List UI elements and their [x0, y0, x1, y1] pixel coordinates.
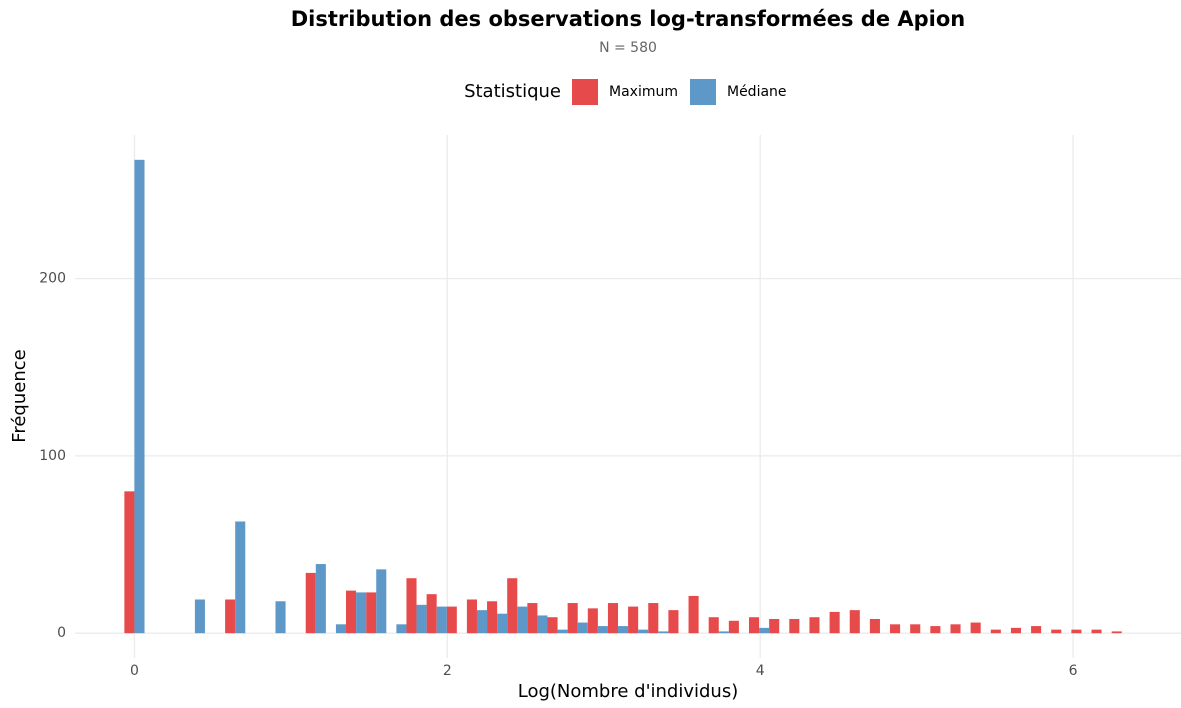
bar	[124, 491, 135, 634]
bar	[517, 606, 528, 634]
bar	[1051, 629, 1062, 634]
bar	[587, 608, 598, 634]
x-axis-label: Log(Nombre d'individus)	[518, 681, 739, 702]
bar	[557, 629, 568, 634]
bar	[628, 606, 639, 634]
bar	[1091, 629, 1102, 634]
bar	[507, 578, 518, 634]
bar	[567, 603, 578, 634]
bar	[658, 631, 669, 634]
x-tick-label: 4	[756, 663, 765, 679]
legend: Maximum Médiane	[572, 79, 787, 105]
bar	[950, 624, 961, 634]
y-axis-label: Fréquence	[9, 349, 30, 442]
bar	[305, 572, 316, 634]
bar	[366, 592, 377, 634]
bar	[607, 603, 619, 634]
bar	[235, 521, 246, 634]
bar	[597, 626, 608, 634]
bar	[527, 603, 538, 634]
chart-title: Distribution des observations log-transf…	[291, 7, 966, 31]
bar	[577, 622, 588, 634]
bar	[537, 615, 548, 634]
bar	[416, 604, 427, 634]
grid: 0 100 200 0 2 4 6	[39, 135, 1181, 679]
legend-swatch	[689, 79, 716, 105]
bars	[124, 159, 1122, 634]
x-tick-label: 2	[443, 663, 452, 679]
bar	[497, 613, 508, 634]
bar	[718, 631, 729, 634]
bar	[446, 606, 457, 634]
bar	[134, 159, 145, 634]
chart-subtitle: N = 580	[599, 40, 657, 56]
bar	[970, 622, 981, 634]
y-tick-label: 100	[39, 448, 66, 464]
bar	[829, 611, 840, 634]
bar	[335, 624, 347, 634]
bar	[869, 618, 880, 634]
y-tick-label: 200	[39, 271, 66, 287]
bar	[436, 606, 447, 634]
bar	[930, 626, 941, 634]
bar	[769, 618, 780, 634]
bar	[748, 617, 760, 634]
bar	[356, 592, 367, 634]
bar	[849, 610, 860, 634]
bar	[990, 629, 1001, 634]
bar	[638, 629, 649, 634]
bar	[466, 599, 477, 634]
bar	[275, 601, 286, 634]
legend-title: Statistique	[464, 81, 561, 102]
legend-label: Maximum	[609, 84, 678, 100]
x-tick-label: 6	[1069, 663, 1078, 679]
bar	[1071, 629, 1082, 634]
bar	[1111, 631, 1122, 634]
bar	[1031, 626, 1042, 634]
bar	[406, 578, 417, 634]
bar	[396, 624, 407, 634]
bar	[910, 624, 921, 634]
bar	[487, 601, 498, 634]
bar	[728, 620, 739, 634]
bar	[194, 599, 205, 634]
bar	[708, 617, 719, 634]
bar	[476, 610, 488, 634]
y-tick-label: 0	[57, 625, 66, 641]
bar	[618, 626, 629, 634]
x-tick-label: 0	[130, 663, 139, 679]
bar	[376, 569, 387, 634]
bar	[759, 627, 770, 634]
bar	[688, 595, 699, 634]
bar	[1010, 627, 1021, 634]
bar	[809, 617, 820, 634]
bar	[890, 624, 901, 634]
bar	[668, 610, 679, 634]
bar	[547, 617, 558, 634]
bar	[225, 599, 236, 634]
bar	[426, 594, 437, 634]
bar	[789, 618, 800, 634]
bar	[315, 564, 326, 634]
legend-swatch	[572, 79, 598, 105]
bar	[346, 590, 357, 634]
bar	[648, 603, 659, 634]
legend-label: Médiane	[727, 84, 787, 100]
